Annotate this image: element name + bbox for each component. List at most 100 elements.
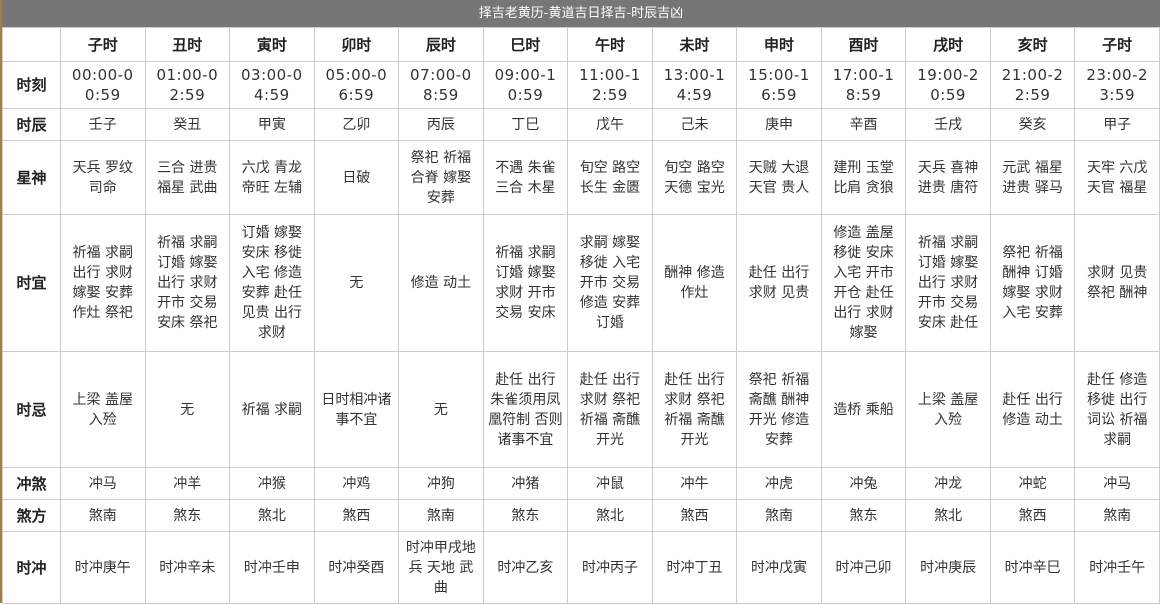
row-label: 时冲 [2, 531, 61, 604]
cell-ji: 造桥 乘船 [820, 351, 907, 468]
cell-ji: 赴任 出行 修造 动土 [989, 351, 1076, 468]
cell-yi: 赴任 出行 求财 见贵 [736, 214, 822, 352]
cell-star: 六戊 青龙 帝旺 左辅 [229, 140, 315, 215]
cell-sc: 时冲辛未 [144, 531, 231, 604]
cell-star: 不遇 朱雀 三合 木星 [482, 140, 569, 215]
cell-sc: 时冲庚辰 [905, 531, 991, 604]
hour-fortune-table: 子时 丑时 寅时 卯时 辰时 巳时 午时 未时 申时 酉时 戌时 亥时 子时 时刻 00:00-00:59… [2, 27, 1160, 604]
hour-header: 亥时 [989, 27, 1076, 62]
hour-header: 午时 [567, 27, 653, 62]
row-chong: 冲煞 冲马 冲羊 冲猴 冲鸡 冲狗 冲猪 冲鼠 冲牛 冲虎 冲兔 冲龙 冲蛇 冲马 [2, 467, 1160, 500]
cell-sc: 时冲甲戌地兵 天地 武曲 [398, 531, 484, 604]
hour-header: 子时 [60, 27, 146, 62]
cell-yi: 求嗣 嫁娶 移徙 入宅 开市 交易 修造 安葬 订婚 [567, 214, 653, 352]
header-row: 子时 丑时 寅时 卯时 辰时 巳时 午时 未时 申时 酉时 戌时 亥时 子时 [2, 27, 1160, 62]
cell-gz: 辛酉 [820, 108, 907, 141]
row-ji: 时忌 上梁 盖屋 入殓无祈福 求嗣 日时相冲诸事不宜无赴任 出行 朱雀须用凤凰符制 … [2, 351, 1160, 468]
cell-ji: 赴任 出行 朱雀须用凤凰符制 否则 诸事不宜 [482, 351, 569, 468]
cell-star: 天兵 喜神 进贵 唐符 [905, 140, 991, 215]
cell-fang: 煞西 [651, 499, 738, 532]
row-label: 冲煞 [2, 467, 61, 500]
row-yi: 时宜 祈福 求嗣 出行 求财 嫁娶 安葬 作灶 祭祀 祈福 求嗣 订婚 嫁娶 出行 … [2, 214, 1160, 352]
row-label: 时宜 [2, 214, 61, 352]
cell-yi: 无 [313, 214, 400, 352]
row-sc: 时冲 时冲庚午 时冲辛未 时冲壬申 时冲癸酉 时冲甲戌地兵 天地 武曲 时冲乙亥 时冲丙子 时冲… [2, 531, 1160, 604]
cell-chong: 冲马 [60, 467, 146, 500]
cell-star: 天贼 大退 天官 贵人 [736, 140, 822, 215]
row-gz: 时辰 壬子 癸丑 甲寅 乙卯 丙辰 丁巳 戊午 己未 庚申 辛酉 壬戌 癸亥 甲子 [2, 108, 1160, 141]
cell-fang: 煞东 [482, 499, 569, 532]
cell-chong: 冲鼠 [567, 467, 653, 500]
cell-chong: 冲兔 [820, 467, 907, 500]
cell-ji: 无 [144, 351, 231, 468]
hour-header: 丑时 [144, 27, 231, 62]
cell-sc: 时冲辛巳 [989, 531, 1076, 604]
cell-yi: 祈福 求嗣 订婚 嫁娶 出行 求财 开市 交易 安床 祭祀 [144, 214, 231, 352]
cell-fang: 煞南 [398, 499, 484, 532]
cell-sc: 时冲乙亥 [482, 531, 569, 604]
cell-gz: 庚申 [736, 108, 822, 141]
cell-time: 07:00-08:59 [398, 61, 484, 109]
cell-chong: 冲猴 [229, 467, 315, 500]
cell-star: 旬空 路空 长生 金匮 [567, 140, 653, 215]
hour-header: 子时 [1074, 27, 1160, 62]
cell-time: 17:00-18:59 [820, 61, 907, 109]
cell-time: 19:00-20:59 [905, 61, 991, 109]
cell-gz: 乙卯 [313, 108, 400, 141]
cell-fang: 煞东 [144, 499, 231, 532]
cell-time: 11:00-12:59 [567, 61, 653, 109]
cell-ji: 上梁 盖屋 入殓 [60, 351, 146, 468]
cell-ji: 赴任 修造 移徙 出行 词讼 祈福 求嗣 [1074, 351, 1160, 468]
cell-star: 建刑 玉堂 比肩 贪狼 [820, 140, 907, 215]
cell-ji: 赴任 出行 求财 祭祀 祈福 斋醮 开光 [651, 351, 738, 468]
row-star: 星神 天兵 罗纹 司命 三合 进贵 福星 武曲 六戊 青龙 帝旺 左辅 日破 祭祀 祈福 … [2, 140, 1160, 215]
cell-star: 元武 福星 进贵 驿马 [989, 140, 1076, 215]
cell-sc: 时冲丁丑 [651, 531, 738, 604]
cell-yi: 求财 见贵 祭祀 酬神 [1074, 214, 1160, 352]
cell-chong: 冲龙 [905, 467, 991, 500]
cell-gz: 丁巳 [482, 108, 569, 141]
hour-header: 巳时 [482, 27, 569, 62]
cell-chong: 冲蛇 [989, 467, 1076, 500]
cell-star: 日破 [313, 140, 400, 215]
cell-gz: 壬子 [60, 108, 146, 141]
cell-sc: 时冲丙子 [567, 531, 653, 604]
row-label: 时辰 [2, 108, 61, 141]
cell-sc: 时冲癸酉 [313, 531, 400, 604]
cell-star: 祭祀 祈福 合脊 嫁娶 安葬 [398, 140, 484, 215]
cell-chong: 冲牛 [651, 467, 738, 500]
cell-yi: 祈福 求嗣 订婚 嫁娶 出行 求财 开市 交易 安床 赴任 [905, 214, 991, 352]
cell-time: 15:00-16:59 [736, 61, 822, 109]
cell-yi: 订婚 嫁娶 安床 移徙 入宅 修造 安葬 赴任 见贵 出行 求财 [229, 214, 315, 352]
cell-gz: 己未 [651, 108, 738, 141]
cell-sc: 时冲己卯 [820, 531, 907, 604]
hour-header: 寅时 [229, 27, 315, 62]
cell-yi: 修造 动土 [398, 214, 484, 352]
cell-time: 03:00-04:59 [229, 61, 315, 109]
cell-ji: 祈福 求嗣 [229, 351, 315, 468]
row-fang: 煞方 煞南 煞东 煞北 煞西 煞南 煞东 煞北 煞西 煞南 煞东 煞北 煞西 煞南 [2, 499, 1160, 532]
cell-yi: 祈福 求嗣 订婚 嫁娶 求财 开市 交易 安床 [482, 214, 569, 352]
cell-star: 旬空 路空 天德 宝光 [651, 140, 738, 215]
cell-time: 23:00-23:59 [1074, 61, 1160, 109]
cell-sc: 时冲壬午 [1074, 531, 1160, 604]
cell-sc: 时冲壬申 [229, 531, 315, 604]
cell-chong: 冲马 [1074, 467, 1160, 500]
cell-chong: 冲虎 [736, 467, 822, 500]
cell-star: 天兵 罗纹 司命 [60, 140, 146, 215]
cell-yi: 祈福 求嗣 出行 求财 嫁娶 安葬 作灶 祭祀 [60, 214, 146, 352]
row-label: 煞方 [2, 499, 61, 532]
cell-ji: 祭祀 祈福 斋醮 酬神 开光 修造 安葬 [736, 351, 822, 468]
hour-header: 申时 [736, 27, 822, 62]
cell-chong: 冲猪 [482, 467, 569, 500]
cell-yi: 祭祀 祈福 酬神 订婚 嫁娶 求财 入宅 安葬 [989, 214, 1076, 352]
row-time: 时刻 00:00-00:59 01:00-02:59 03:00-04:59 05:00… [2, 61, 1160, 109]
row-label: 星神 [2, 140, 61, 215]
cell-ji: 上梁 盖屋 入殓 [905, 351, 991, 468]
cell-chong: 冲狗 [398, 467, 484, 500]
corner-cell [2, 27, 61, 62]
cell-fang: 煞东 [820, 499, 907, 532]
cell-fang: 煞南 [60, 499, 146, 532]
cell-time: 05:00-06:59 [313, 61, 400, 109]
